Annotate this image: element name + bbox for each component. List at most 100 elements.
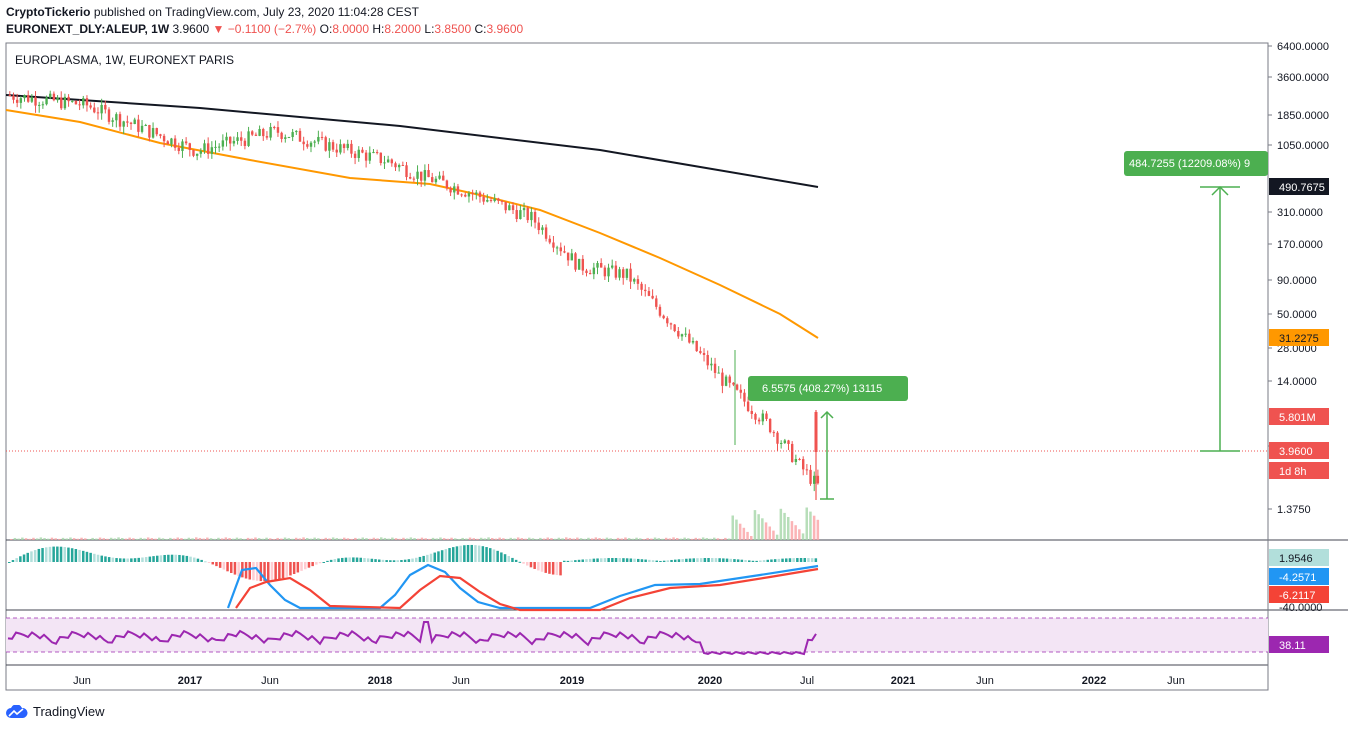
candle-body (251, 131, 254, 135)
candle-body (89, 105, 92, 108)
candle-body (41, 104, 45, 106)
macd-histogram-bar (252, 562, 255, 581)
volume-bar (616, 537, 620, 540)
rsi-value-tag: 38.11 (1279, 640, 1306, 652)
volume-bar (165, 538, 168, 540)
candle-body (537, 222, 540, 231)
volume-bar (542, 538, 546, 540)
candle-body (636, 279, 640, 284)
macd-histogram-bar (152, 556, 155, 562)
volume-bar (413, 538, 416, 540)
candle-body (133, 119, 136, 125)
macd-histogram-bar (304, 562, 307, 570)
macd-histogram-bar (341, 557, 344, 562)
macd-hist-tag-box (1269, 549, 1329, 566)
volume-bar (235, 537, 239, 540)
macd-histogram-bar (366, 558, 370, 562)
candle-body (364, 152, 368, 161)
volume-bar (424, 538, 427, 540)
time-axis-label: 2021 (891, 675, 915, 687)
candle-body (192, 149, 195, 156)
volume-bar (705, 538, 709, 540)
candle-body (368, 152, 371, 161)
volume-bar (590, 538, 594, 540)
macd-histogram-bar (648, 559, 651, 562)
volume-bar (394, 538, 398, 540)
candle-body (787, 440, 790, 444)
candle-body (298, 130, 302, 142)
volume-bar (317, 538, 320, 540)
macd-histogram-bar (714, 558, 718, 562)
volume-bar (516, 537, 520, 540)
macd-histogram-bar (285, 562, 288, 577)
macd-histogram-bar (163, 554, 166, 562)
ma-long-price-tag-box (1269, 178, 1329, 195)
macd-histogram-bar (174, 554, 177, 562)
macd-histogram-bar (185, 555, 189, 562)
macd-histogram-bar (588, 558, 592, 562)
macd-histogram-bar (503, 554, 507, 562)
volume-bar (343, 537, 346, 540)
macd-line-tag-box (1269, 568, 1329, 585)
candle-body (695, 340, 698, 352)
volume-bar (58, 538, 61, 540)
volume-bar (313, 537, 316, 540)
time-axis-label: Jun (976, 675, 994, 687)
candle-body (280, 132, 283, 139)
time-axis-label: 2017 (178, 675, 202, 687)
tradingview-logo-icon (6, 704, 28, 718)
macd-histogram-bar (278, 562, 281, 580)
macd-histogram-bar (33, 550, 37, 562)
candle-body (816, 475, 820, 484)
candle-body (148, 124, 151, 138)
candle-body (655, 298, 658, 307)
volume-bar (565, 537, 568, 540)
macd-histogram-bar (718, 558, 721, 562)
candle-body (423, 170, 427, 181)
macd-histogram-bar (577, 559, 581, 562)
volume-bar (553, 538, 557, 540)
volume-bar (106, 538, 109, 540)
candle-body (401, 164, 405, 166)
candle-body (67, 96, 70, 102)
candle-body (611, 265, 614, 268)
candle-body (706, 354, 709, 366)
candle-body (449, 188, 452, 193)
symbol-label[interactable]: EURONEXT_DLY:ALEUP, 1W (6, 22, 170, 36)
candle-body (456, 186, 460, 195)
macd-histogram-bar (374, 559, 377, 562)
candle-body (60, 97, 63, 109)
volume-bar (265, 537, 268, 540)
candle-body (592, 267, 596, 275)
volume-bar (180, 538, 183, 540)
candle-body (724, 376, 728, 386)
tradingview-branding[interactable]: TradingView (6, 704, 105, 719)
macd-histogram-bar (96, 554, 100, 562)
macd-histogram-bar (137, 557, 140, 562)
volume-bar (735, 519, 738, 540)
volume-bar (750, 536, 753, 540)
price-change: −0.1100 (−2.7%) (227, 22, 317, 36)
macd-histogram-bar (707, 558, 710, 562)
volume-bar (354, 537, 357, 540)
macd-histogram-bar (492, 549, 496, 562)
macd-histogram-bar (403, 559, 407, 562)
price-axis-label: 90.0000 (1277, 275, 1317, 287)
chart-watermark: EUROPLASMA, 1W, EURONEXT PARIS (15, 53, 234, 67)
macd-histogram-bar (622, 558, 625, 562)
macd-histogram-bar (655, 560, 658, 562)
volume-bar (738, 523, 742, 540)
candle-body (563, 251, 566, 253)
macd-histogram-bar (333, 559, 337, 562)
volume-tag-box (1269, 408, 1329, 425)
candle-body (640, 283, 643, 290)
candle-body (614, 265, 618, 278)
candle-body (688, 333, 691, 343)
candle-body (243, 140, 247, 146)
volume-bar (513, 538, 516, 540)
time-axis-label: Jun (261, 675, 279, 687)
candle-body (295, 130, 298, 133)
publisher-name[interactable]: CryptoTickerio (6, 5, 91, 19)
candle-body (761, 413, 765, 422)
